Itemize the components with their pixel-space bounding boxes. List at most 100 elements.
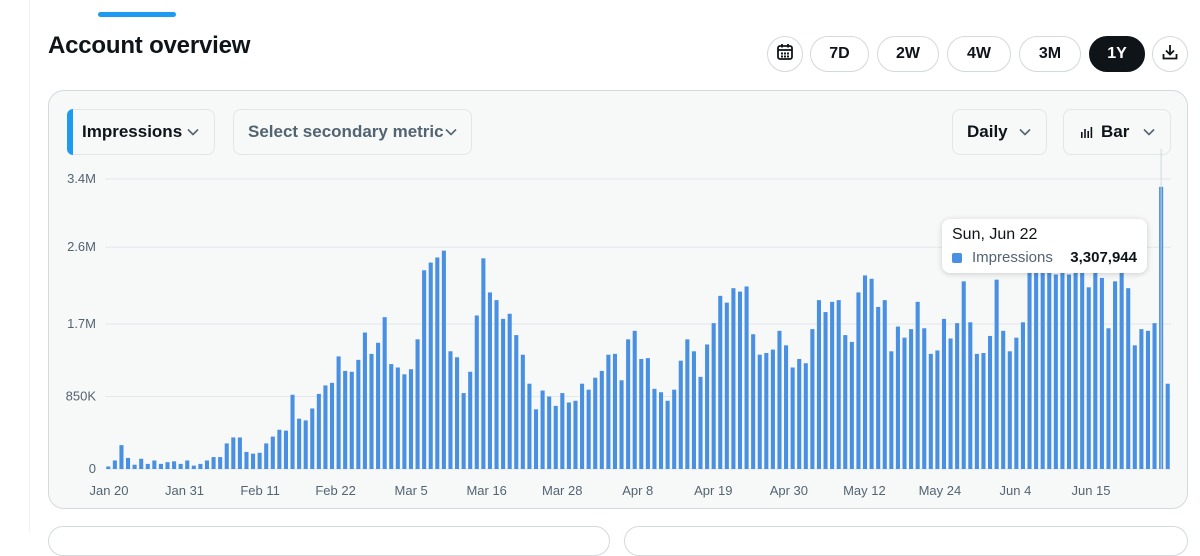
bar[interactable] [1014,337,1019,469]
bar[interactable] [441,250,446,469]
bar[interactable] [941,318,947,469]
bar[interactable] [672,389,677,469]
bar[interactable] [112,460,117,469]
range-1y-button[interactable]: 1Y [1089,36,1145,72]
bar[interactable] [1020,322,1025,469]
bar[interactable] [231,437,236,469]
bar[interactable] [961,281,966,469]
bar[interactable] [1001,330,1006,469]
range-4w-button[interactable]: 4W [947,36,1011,72]
bar[interactable] [185,460,190,469]
bar[interactable] [830,301,835,469]
bar[interactable] [915,301,920,469]
bar[interactable] [224,443,229,469]
bar[interactable] [336,356,341,469]
bar[interactable] [626,339,631,469]
bar[interactable] [1047,265,1052,469]
bar[interactable] [1093,259,1098,469]
bar[interactable] [645,358,650,469]
bar[interactable] [790,367,795,470]
bar[interactable] [1034,250,1039,469]
bar[interactable] [784,345,789,469]
bar[interactable] [1066,274,1072,469]
bar[interactable] [994,279,999,469]
bar[interactable] [599,370,604,469]
bar[interactable] [876,306,881,469]
bar[interactable] [369,353,374,469]
bar[interactable] [711,323,716,469]
bar[interactable] [461,393,466,469]
bar[interactable] [244,451,249,469]
bar[interactable] [211,457,216,469]
bar[interactable] [402,374,407,469]
bar[interactable] [264,443,269,469]
date-picker-button[interactable] [767,36,803,72]
bar[interactable] [691,351,696,469]
bar[interactable] [823,312,828,469]
bar[interactable] [593,377,598,469]
bar[interactable] [685,339,690,469]
bar[interactable] [428,262,433,469]
bar[interactable] [474,315,479,469]
range-3m-button[interactable]: 3M [1019,36,1081,72]
bar[interactable] [1086,287,1091,469]
bar[interactable] [204,460,210,469]
range-7d-button[interactable]: 7D [810,36,869,72]
primary-metric-select[interactable]: Impressions [67,109,215,155]
bar[interactable] [935,350,940,469]
bar[interactable] [1106,328,1111,469]
bar[interactable] [632,330,637,469]
bar[interactable] [560,393,565,469]
bar[interactable] [119,445,124,469]
bar[interactable] [316,393,321,469]
bar[interactable] [1099,277,1104,469]
bar[interactable] [1165,383,1170,469]
bar[interactable] [909,329,914,469]
bar[interactable] [751,334,756,469]
bar[interactable] [988,335,993,469]
bar[interactable] [468,371,473,469]
bar[interactable] [705,344,710,469]
bar[interactable] [382,317,387,469]
bar[interactable] [665,400,670,469]
bar[interactable] [553,405,558,469]
bar[interactable] [1060,272,1065,469]
bar[interactable] [323,385,328,469]
bar[interactable] [698,376,703,469]
bar[interactable] [132,464,137,469]
bar[interactable] [237,437,242,469]
bar[interactable] [869,278,874,469]
bar[interactable] [145,463,150,469]
bar[interactable] [533,409,539,469]
bar[interactable] [724,302,729,469]
bar[interactable] [889,351,894,469]
bar[interactable] [198,463,203,469]
bar[interactable] [455,357,460,469]
bar[interactable] [797,358,802,469]
bar[interactable] [678,360,683,469]
bar[interactable] [362,332,367,469]
bar[interactable] [619,380,624,469]
bar[interactable] [520,354,525,469]
bar[interactable] [514,335,519,469]
bar[interactable] [816,300,821,469]
bar[interactable] [251,453,256,469]
bar[interactable] [1080,266,1085,469]
bar[interactable] [1132,345,1137,469]
bar[interactable] [1139,329,1144,469]
bar[interactable] [770,349,775,469]
bar[interactable] [849,341,854,469]
bar[interactable] [566,402,571,469]
bar[interactable] [974,353,979,469]
bar[interactable] [882,300,887,469]
bar[interactable] [928,353,933,469]
bar[interactable] [257,452,262,469]
bar[interactable] [1113,281,1118,469]
bar[interactable] [1027,269,1032,469]
bar[interactable] [731,288,736,469]
bar[interactable] [527,383,532,469]
bar[interactable] [494,300,499,469]
bar[interactable] [303,420,308,469]
bar[interactable] [922,328,927,469]
bar[interactable] [408,369,414,469]
